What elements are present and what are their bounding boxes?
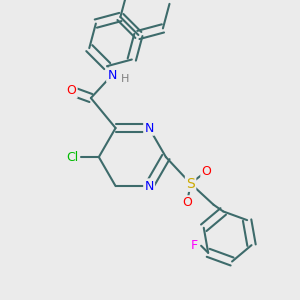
Text: O: O [182,196,192,209]
Text: N: N [144,122,154,134]
Text: H: H [121,74,130,84]
Text: O: O [202,165,212,178]
Text: F: F [190,239,198,252]
Text: S: S [186,176,195,190]
Text: N: N [107,69,117,82]
Text: Cl: Cl [66,151,79,164]
Text: O: O [67,85,76,98]
Text: N: N [144,180,154,193]
